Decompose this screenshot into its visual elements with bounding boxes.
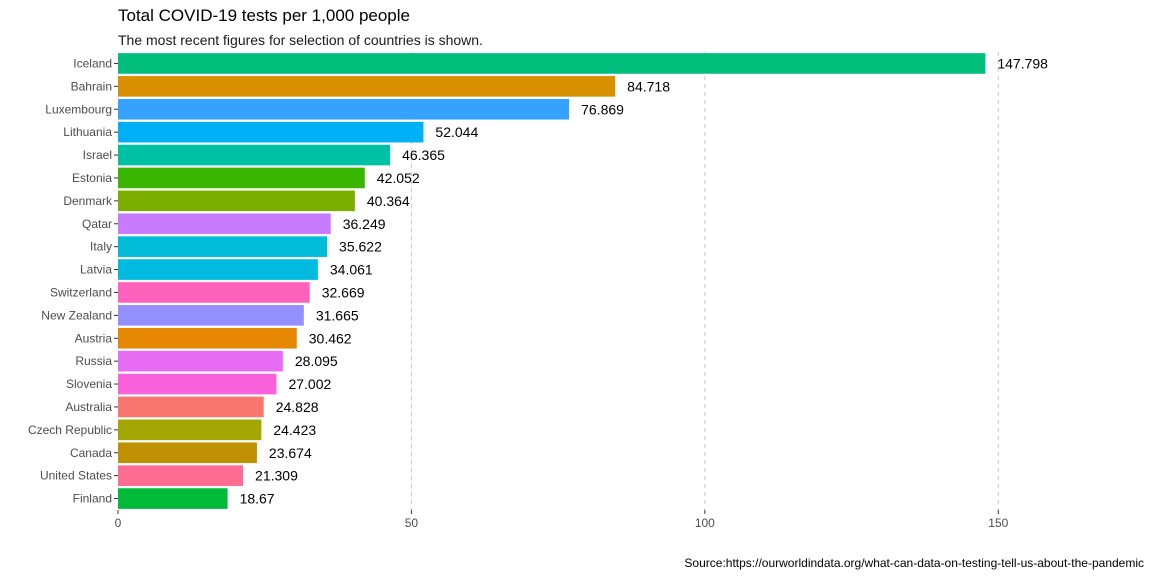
value-label: 84.718 <box>627 78 670 94</box>
category-label: Switzerland <box>50 285 112 299</box>
chart-subtitle: The most recent figures for selection of… <box>118 32 483 48</box>
bar-latvia <box>118 259 318 280</box>
bar-russia <box>118 350 283 372</box>
bar-luxembourg <box>118 98 570 120</box>
value-label: 18.67 <box>240 491 275 507</box>
category-label: United States <box>40 469 112 483</box>
category-label: Bahrain <box>71 79 112 93</box>
category-label: Canada <box>70 446 112 460</box>
bar-bahrain <box>118 76 616 97</box>
category-label: Qatar <box>82 217 112 231</box>
category-label: Australia <box>65 400 112 414</box>
value-label: 24.828 <box>276 399 319 415</box>
bar-denmark <box>118 190 355 212</box>
bar-czech-republic <box>118 419 262 441</box>
value-label: 24.423 <box>273 422 316 438</box>
bar-finland <box>118 488 228 509</box>
bar-italy <box>118 236 328 257</box>
value-label: 42.052 <box>377 170 420 186</box>
category-label: Iceland <box>73 56 112 70</box>
value-label: 27.002 <box>288 376 331 392</box>
value-label: 32.669 <box>322 284 365 300</box>
category-label: Estonia <box>72 171 112 185</box>
value-label: 46.365 <box>402 147 445 163</box>
category-label: Israel <box>83 148 112 162</box>
bar-israel <box>118 144 391 166</box>
bar-austria <box>118 327 297 349</box>
value-label: 76.869 <box>581 101 624 117</box>
value-label: 21.309 <box>255 468 298 484</box>
bar-united-states <box>118 465 244 486</box>
value-label: 52.044 <box>435 124 478 140</box>
bars <box>118 53 986 509</box>
category-label: Luxembourg <box>45 102 112 116</box>
category-label: Italy <box>90 240 112 254</box>
x-axis: 0 50 100 150 <box>115 510 1009 530</box>
bar-canada <box>118 442 257 464</box>
bar-switzerland <box>118 282 310 303</box>
chart-caption: Source:https://ourworldindata.org/what-c… <box>684 556 1144 570</box>
category-label: Czech Republic <box>28 423 112 437</box>
category-label: Slovenia <box>66 377 112 391</box>
value-label: 40.364 <box>367 193 410 209</box>
category-labels: Iceland Bahrain Luxembourg Lithuania Israel E… <box>28 56 118 506</box>
chart-title: Total COVID-19 tests per 1,000 people <box>118 6 410 25</box>
x-tick-label: 0 <box>115 516 122 530</box>
x-tick-label: 100 <box>695 516 715 530</box>
bar-slovenia <box>118 373 277 395</box>
value-label: 23.674 <box>269 445 312 461</box>
category-label: Lithuania <box>63 125 112 139</box>
category-label: Finland <box>73 492 112 506</box>
x-tick-label: 50 <box>405 516 419 530</box>
x-tick-label: 150 <box>988 516 1008 530</box>
bar-qatar <box>118 213 331 235</box>
category-label: Latvia <box>80 263 112 277</box>
value-label: 30.462 <box>309 330 352 346</box>
value-label: 36.249 <box>343 216 386 232</box>
value-label: 34.061 <box>330 262 373 278</box>
category-label: Russia <box>75 354 112 368</box>
category-label: Denmark <box>63 194 113 208</box>
category-label: Austria <box>75 331 113 345</box>
bar-australia <box>118 396 264 418</box>
value-label: 147.798 <box>997 55 1048 71</box>
category-label: New Zealand <box>41 308 112 322</box>
value-label: 31.665 <box>316 307 359 323</box>
bar-estonia <box>118 167 365 189</box>
bar-lithuania <box>118 121 424 143</box>
gridlines <box>410 52 999 510</box>
value-label: 28.095 <box>295 353 338 369</box>
bar-new-zealand <box>118 305 304 326</box>
value-label: 35.622 <box>339 239 382 255</box>
bar-iceland <box>118 53 986 74</box>
